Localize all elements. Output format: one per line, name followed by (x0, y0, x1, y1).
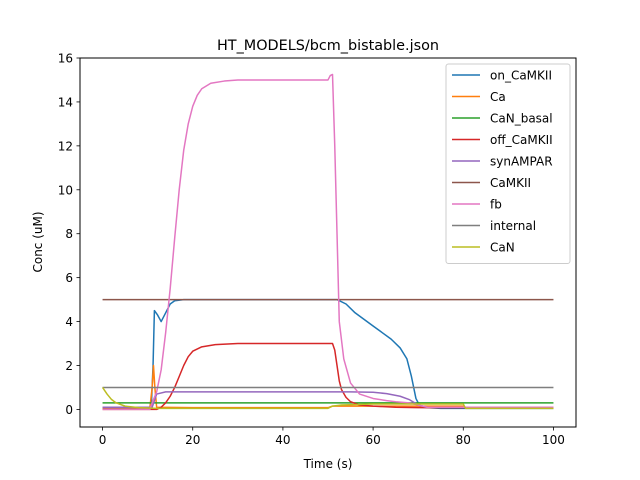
y-tick-label: 16 (58, 52, 73, 66)
y-tick-label: 10 (58, 183, 73, 197)
y-tick-label: 6 (65, 271, 73, 285)
legend-label: off_CaMKII (490, 133, 553, 147)
legend-label: CaMKII (490, 176, 531, 190)
y-tick-label: 2 (65, 359, 73, 373)
plot-series (101, 73, 554, 411)
y-tick-label: 4 (65, 315, 73, 329)
legend-label: on_CaMKII (490, 69, 552, 83)
legend-label: internal (490, 219, 536, 233)
x-tick-label: 0 (99, 433, 107, 447)
x-tick-label: 100 (542, 433, 565, 447)
legend-label: Ca (490, 90, 506, 104)
x-tick-label: 60 (365, 433, 380, 447)
y-axis: 0 2 4 6 8 10 12 14 16 (58, 52, 80, 417)
y-tick-label: 0 (65, 403, 73, 417)
legend-label: fb (490, 198, 502, 212)
legend-label: CaN (490, 241, 515, 255)
axes-frame (79, 57, 577, 428)
series-line-fb (102, 73, 554, 411)
chart-title: HT_MODELS/bcm_bistable.json (217, 38, 439, 54)
legend-label: synAMPAR (490, 155, 553, 169)
x-axis: 0 20 40 60 80 100 (99, 427, 565, 447)
y-axis-label: Conc (uM) (31, 211, 45, 272)
x-tick-label: 80 (456, 433, 471, 447)
legend-label: CaN_basal (490, 112, 553, 126)
y-tick-label: 12 (58, 139, 73, 153)
x-axis-label: Time (s) (303, 457, 353, 471)
y-tick-label: 14 (58, 95, 73, 109)
legend: on_CaMKII Ca CaN_basal off_CaMKII synAMPAR Ca… (445, 63, 571, 264)
legend-box (445, 63, 571, 264)
x-tick-label: 40 (275, 433, 290, 447)
series-line-CaN (101, 387, 554, 410)
y-tick-label: 8 (65, 227, 73, 241)
x-tick-label: 20 (185, 433, 200, 447)
